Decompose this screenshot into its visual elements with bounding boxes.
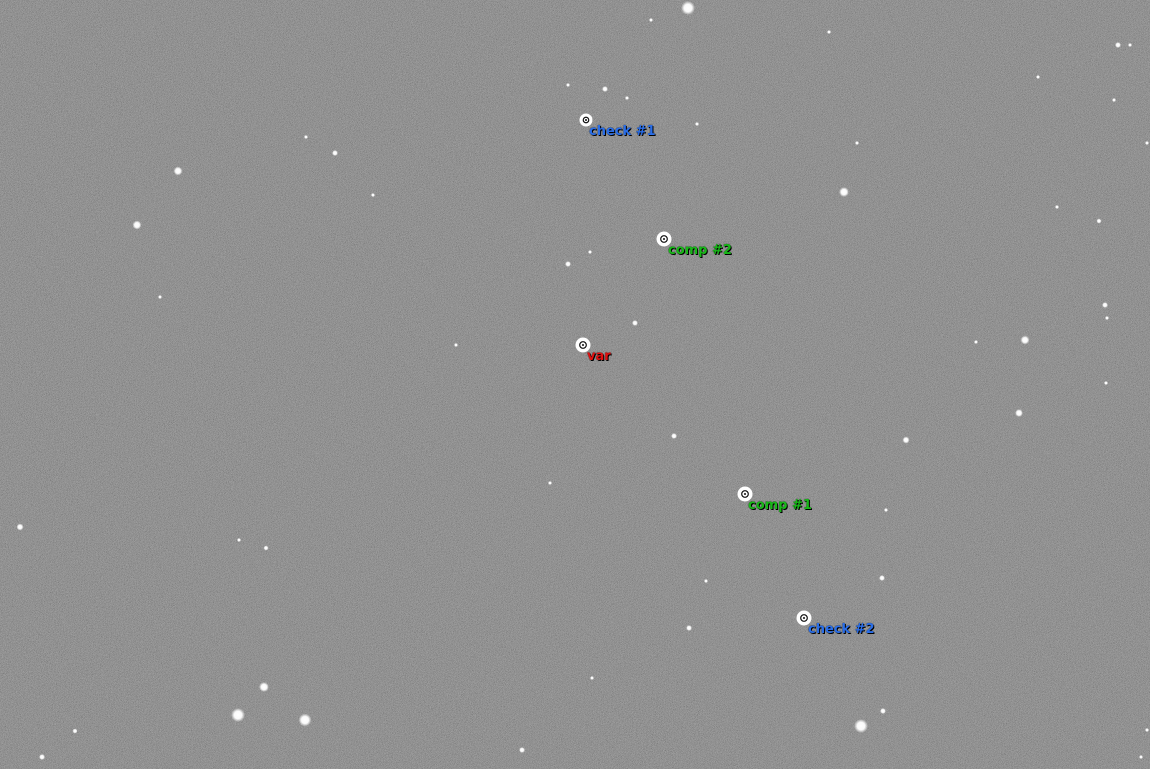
field-star: [16, 523, 24, 531]
field-star: [632, 320, 638, 326]
field-star: [902, 436, 910, 444]
field-star: [298, 713, 312, 727]
aperture-center-var: [582, 344, 584, 346]
aperture-ring-comp-1: [741, 490, 749, 498]
field-star: [1020, 335, 1030, 345]
field-star: [839, 187, 849, 197]
field-star: [371, 193, 375, 197]
aperture-center-check-1: [585, 119, 587, 121]
field-star: [566, 83, 570, 87]
field-star: [974, 340, 978, 344]
field-star: [1115, 42, 1121, 48]
field-stars-group: [16, 1, 1149, 760]
field-star: [1139, 755, 1143, 759]
field-star: [263, 545, 269, 551]
field-star: [132, 220, 142, 230]
field-star: [1128, 43, 1132, 47]
aperture-center-check-2: [803, 617, 805, 619]
field-star: [588, 250, 592, 254]
field-star: [173, 166, 183, 176]
aperture-center-comp-1: [744, 493, 746, 495]
field-star: [1145, 141, 1149, 145]
field-star: [565, 261, 571, 267]
marker-label-check-2: check #2: [808, 622, 875, 637]
field-star: [519, 747, 525, 753]
marker-label-check-1: check #1: [589, 124, 656, 139]
aperture-ring-check-2: [800, 614, 808, 622]
field-star: [1015, 409, 1023, 417]
field-star: [880, 708, 886, 714]
field-star: [602, 86, 608, 92]
aperture-ring-check-1: [582, 116, 590, 124]
aperture-ring-comp-2: [660, 235, 668, 243]
field-star: [704, 579, 708, 583]
field-star: [237, 538, 241, 542]
field-star: [625, 96, 629, 100]
field-star: [1105, 316, 1109, 320]
field-star: [259, 682, 269, 692]
field-star: [454, 343, 458, 347]
field-star: [695, 122, 699, 126]
field-star: [1102, 302, 1108, 308]
field-star: [590, 676, 594, 680]
field-star: [304, 135, 308, 139]
target-stars-group: [575, 113, 812, 626]
field-star: [548, 481, 552, 485]
field-star: [332, 150, 338, 156]
field-star: [686, 625, 692, 631]
field-star: [39, 754, 45, 760]
field-star: [1096, 218, 1102, 224]
aperture-ring-var: [579, 341, 587, 349]
field-star: [72, 728, 78, 734]
aperture-center-comp-2: [663, 238, 665, 240]
field-star: [1145, 728, 1149, 732]
marker-label-var: var: [587, 349, 611, 364]
field-star: [158, 295, 162, 299]
field-star: [1036, 75, 1040, 79]
field-star: [884, 508, 888, 512]
field-star: [649, 18, 653, 22]
field-star: [827, 30, 831, 34]
field-star: [671, 433, 677, 439]
field-star: [681, 1, 695, 15]
field-star: [1104, 381, 1108, 385]
marker-label-comp-1: comp #1: [748, 498, 812, 513]
field-star: [855, 141, 859, 145]
field-star: [1055, 205, 1059, 209]
marker-label-comp-2: comp #2: [668, 243, 732, 258]
field-star: [879, 575, 885, 581]
field-star: [231, 708, 245, 722]
field-star: [1112, 98, 1116, 102]
field-star: [854, 719, 868, 733]
